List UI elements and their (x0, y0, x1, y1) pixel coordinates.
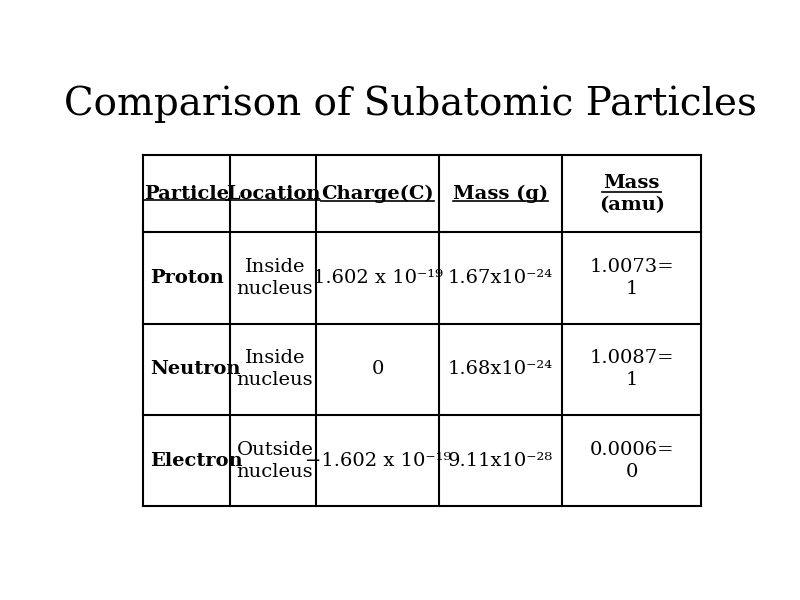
Text: 1.0087=
1: 1.0087= 1 (590, 349, 674, 389)
Text: 1.68x10⁻²⁴: 1.68x10⁻²⁴ (448, 361, 553, 379)
Text: Location: Location (226, 185, 320, 203)
Text: Neutron: Neutron (150, 361, 241, 379)
Text: 1.602 x 10⁻¹⁹: 1.602 x 10⁻¹⁹ (313, 269, 442, 287)
Text: Charge(C): Charge(C) (322, 185, 434, 203)
Text: Inside
nucleus: Inside nucleus (237, 349, 314, 389)
Text: −1.602 x 10⁻¹⁹: −1.602 x 10⁻¹⁹ (305, 452, 451, 470)
Text: Inside
nucleus: Inside nucleus (237, 258, 314, 298)
Text: Electron: Electron (150, 452, 242, 470)
Text: 9.11x10⁻²⁸: 9.11x10⁻²⁸ (448, 452, 553, 470)
Text: 1.67x10⁻²⁴: 1.67x10⁻²⁴ (448, 269, 553, 287)
Text: Outside
nucleus: Outside nucleus (237, 440, 314, 481)
Text: Proton: Proton (150, 269, 224, 287)
Text: Particle: Particle (144, 185, 229, 203)
Text: Mass (g): Mass (g) (453, 185, 548, 203)
Text: 0: 0 (371, 361, 384, 379)
Text: 1.0073=
1: 1.0073= 1 (590, 258, 674, 298)
Text: 0.0006=
0: 0.0006= 0 (590, 440, 674, 481)
Text: Mass
(amu): Mass (amu) (598, 173, 665, 214)
Text: Comparison of Subatomic Particles: Comparison of Subatomic Particles (63, 86, 757, 123)
